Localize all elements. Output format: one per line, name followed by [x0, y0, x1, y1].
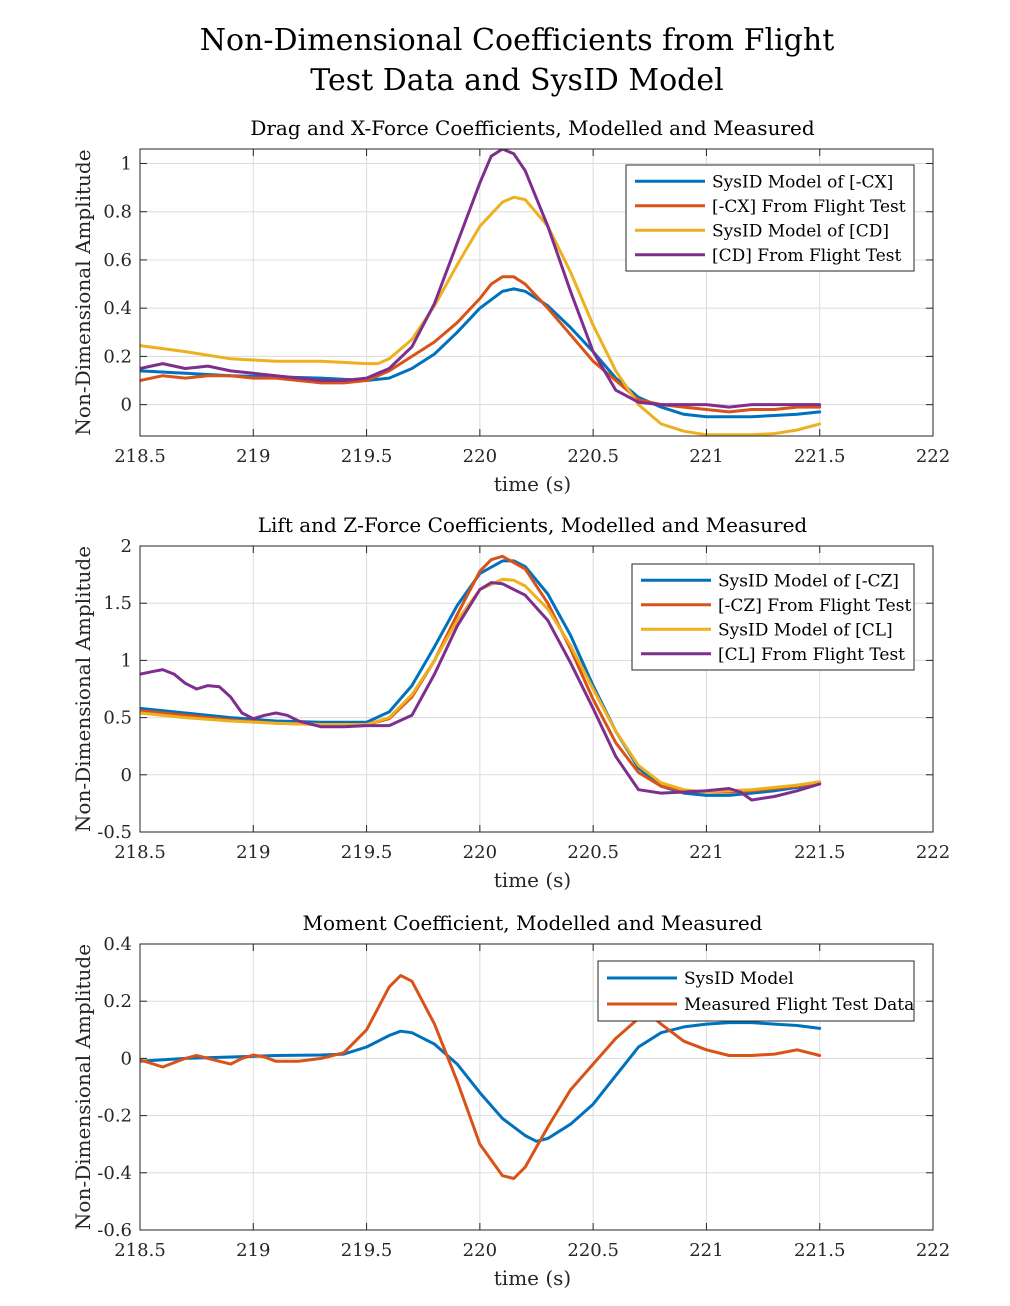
- y-tick-label: -0.2: [97, 1106, 132, 1127]
- series-line-cd-from-flight-test: [140, 149, 822, 409]
- legend-label: SysID Model of [-CZ]: [718, 571, 899, 591]
- x-tick-label: 221.5: [794, 842, 846, 863]
- y-tick-label: -0.4: [97, 1163, 132, 1184]
- x-axis-label: time (s): [494, 868, 571, 892]
- y-tick-label: 2: [121, 536, 132, 557]
- y-tick-label: 0.5: [103, 708, 132, 729]
- axes-frame: [139, 545, 934, 833]
- x-tick-label: 219: [236, 446, 270, 467]
- x-tick-label: 221: [689, 842, 723, 863]
- x-tick-label: 222: [916, 842, 950, 863]
- subplots-container: 218.5 219 219.5 220 220.5 221 221.5 22200.20.40…: [71, 116, 950, 1290]
- suptitle-line-2: Test Data and SysID Model: [310, 63, 723, 98]
- legend-box: [597, 960, 915, 1022]
- legend: SysID Model of [-CZ] [-CZ] From Flight Te…: [631, 563, 915, 671]
- x-tick-label: 222: [916, 1240, 950, 1261]
- x-tick-label: 220: [463, 446, 497, 467]
- x-tick-label: 219.5: [341, 1240, 393, 1261]
- legend-label: SysID Model of [CL]: [718, 620, 893, 640]
- series-line-cl-from-flight-test: [140, 581, 822, 802]
- x-tick-label: 221.5: [794, 446, 846, 467]
- x-axis-label: time (s): [494, 1266, 571, 1290]
- suptitle-line-1: Non-Dimensional Coefficients from Flight: [200, 23, 835, 58]
- y-tick-label: 0: [121, 395, 132, 416]
- x-tick-label: 221.5: [794, 1240, 846, 1261]
- x-axis-label: time (s): [494, 472, 571, 496]
- x-tick-label: 219.5: [341, 842, 393, 863]
- x-tick-label: 218.5: [114, 842, 166, 863]
- legend-label: SysID Model of [CD]: [712, 221, 889, 241]
- subplot-2: 218.5 219 219.5 220 220.5 221 221.5 222 -0.5 0 0.5…: [71, 513, 950, 892]
- y-tick-label: 1: [121, 153, 132, 174]
- y-tick-label: -0.6: [97, 1220, 132, 1241]
- x-tick-label: 219: [236, 842, 270, 863]
- legend-label: SysID Model of [-CX]: [712, 172, 893, 192]
- y-tick-label: 1: [121, 650, 132, 671]
- y-tick-label: -0.5: [97, 822, 132, 843]
- legend: SysID Model of [-CX] [-CX] From Flight Te…: [625, 164, 915, 272]
- x-tick-label: 222: [916, 446, 950, 467]
- x-tick-label: 220.5: [567, 842, 619, 863]
- y-axis-label: Non-Dimensional Amplitude: [71, 944, 95, 1230]
- y-axis-label: Non-Dimensional Amplitude: [71, 149, 95, 435]
- series-line-sysid-model-of-cd: [140, 195, 822, 436]
- y-tick-label: 0.8: [103, 202, 132, 223]
- series-line-measured-flight-test-data: [140, 974, 822, 1180]
- y-tick-label: 1.5: [103, 593, 132, 614]
- series-line-sysid-model-of-cl: [140, 577, 822, 794]
- y-tick-label: 0: [121, 1048, 132, 1069]
- x-tick-label: 218.5: [114, 1240, 166, 1261]
- legend-label: [CD] From Flight Test: [712, 246, 902, 266]
- axes-frame: [139, 943, 934, 1231]
- y-tick-label: 0.4: [103, 298, 132, 319]
- series-line-cx-from-flight-test: [140, 275, 822, 414]
- legend-label: [CL] From Flight Test: [718, 645, 905, 665]
- x-tick-label: 221: [689, 446, 723, 467]
- y-tick-label: 0.4: [103, 934, 132, 955]
- x-tick-label: 221: [689, 1240, 723, 1261]
- x-tick-label: 220.5: [567, 446, 619, 467]
- x-tick-label: 220.5: [567, 1240, 619, 1261]
- subplot-1: 218.5 219 219.5 220 220.5 221 221.5 222 0 0.2 0.4 0…: [71, 116, 950, 496]
- x-tick-label: 220: [463, 1240, 497, 1261]
- legend-label: SysID Model: [684, 969, 794, 989]
- y-axis-label: Non-Dimensional Amplitude: [71, 546, 95, 832]
- subplot-3: 218.5 219 219.5 220 220.5 221 221.5 222 -0.6 -0.4…: [71, 911, 950, 1290]
- legend-label: Measured Flight Test Data: [684, 995, 914, 1015]
- legend-label: [-CX] From Flight Test: [712, 197, 906, 217]
- y-tick-label: 0.2: [103, 346, 132, 367]
- series-line-sysid-model-of-cz: [140, 559, 822, 797]
- x-tick-label: 220: [463, 842, 497, 863]
- x-tick-label: 219.5: [341, 446, 393, 467]
- subplot-title: Lift and Z-Force Coefficients, Modelled …: [258, 513, 808, 537]
- subplot-title: Drag and X-Force Coefficients, Modelled …: [250, 116, 815, 140]
- legend-label: [-CZ] From Flight Test: [718, 596, 911, 616]
- y-tick-label: 0.6: [103, 250, 132, 271]
- x-tick-label: 218.5: [114, 446, 166, 467]
- y-tick-label: 0: [121, 765, 132, 786]
- legend: SysID Model Measured Flight Test Data: [597, 960, 915, 1022]
- series-line-sysid-model-of-cx: [140, 287, 822, 419]
- subplot-title: Moment Coefficient, Modelled and Measure…: [303, 911, 763, 935]
- x-tick-label: 219: [236, 1240, 270, 1261]
- axes-frame: [139, 148, 934, 437]
- y-tick-label: 0.2: [103, 991, 132, 1012]
